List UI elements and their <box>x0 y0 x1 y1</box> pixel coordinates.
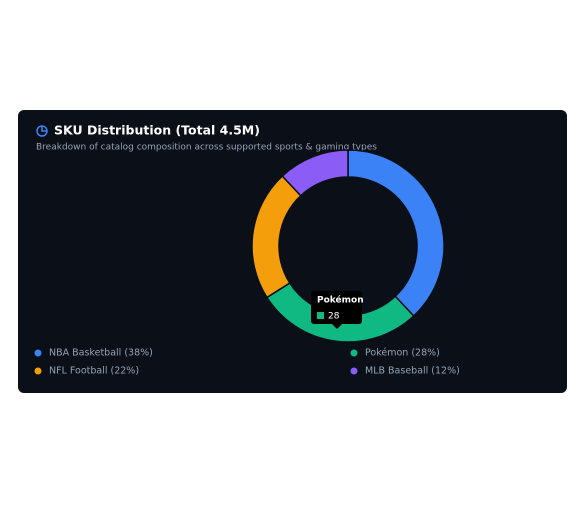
chart-title: SKU Distribution (Total 4.5M) <box>54 123 260 138</box>
donut <box>251 149 445 343</box>
donut-segment <box>281 149 349 197</box>
chart-icon <box>36 125 48 137</box>
chart-subtitle: Breakdown of catalog composition across … <box>36 143 377 153</box>
tooltip-swatch <box>317 312 324 319</box>
legend-label: MLB Baseball (12%) <box>365 366 460 377</box>
donut-segment <box>347 149 445 318</box>
legend-swatch <box>350 367 358 375</box>
legend-label: NFL Football (22%) <box>49 366 139 377</box>
legend-swatch <box>350 349 358 357</box>
legend: NBA Basketball (38%) Pokémon (28%) NFL Foo… <box>34 348 460 377</box>
tooltip-pointer <box>332 324 342 329</box>
legend-swatch <box>34 349 42 357</box>
legend-swatch <box>34 367 42 375</box>
tooltip-value: 28 <box>328 312 340 322</box>
tooltip: Pokémon 28 <box>311 291 364 329</box>
legend-label: NBA Basketball (38%) <box>49 348 153 359</box>
card <box>18 110 567 393</box>
legend-label: Pokémon (28%) <box>365 348 440 359</box>
tooltip-title: Pokémon <box>317 295 364 306</box>
